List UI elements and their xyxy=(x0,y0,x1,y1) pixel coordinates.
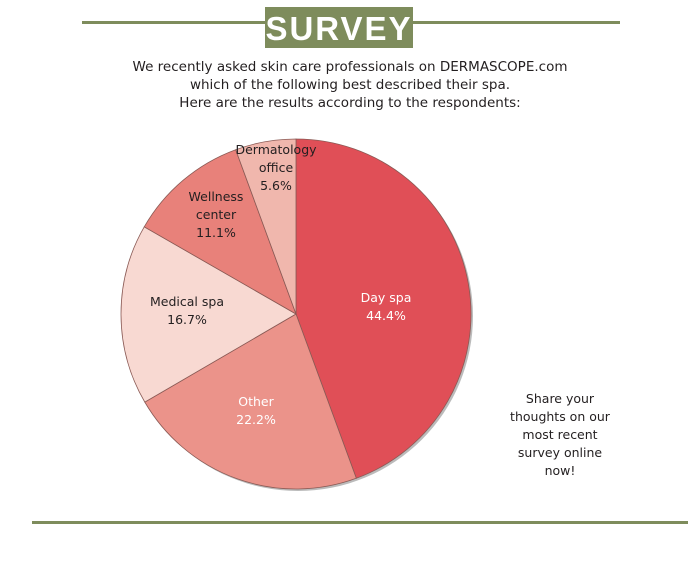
pie-slice-day-spa xyxy=(295,138,472,479)
pie-slice-dermatology-office xyxy=(235,138,297,315)
slice-value-label: 44.4% xyxy=(366,308,406,323)
header-rule-right xyxy=(413,21,620,24)
slice-category-label: Other xyxy=(238,394,274,409)
intro-line: We recently asked skin care professional… xyxy=(132,59,568,75)
slice-value-label: 16.7% xyxy=(167,312,207,327)
page-title: SURVEY xyxy=(265,7,413,48)
slice-category-label: Medical spa xyxy=(150,294,224,309)
share-callout: Share your thoughts on our most recent s… xyxy=(490,390,630,480)
slice-category-label: Dermatology xyxy=(235,142,317,157)
intro-text: We recently asked skin care professional… xyxy=(100,58,600,112)
share-line: now! xyxy=(544,463,576,478)
slice-value-label: 22.2% xyxy=(236,412,276,427)
share-line: thoughts on our xyxy=(510,409,610,424)
slice-category-label: center xyxy=(196,207,237,222)
slice-value-label: 11.1% xyxy=(196,225,236,240)
footer-rule xyxy=(32,521,688,524)
share-line: Share your xyxy=(525,391,595,406)
slice-category-label: office xyxy=(259,160,294,175)
share-line: survey online xyxy=(517,445,603,460)
intro-line: which of the following best described th… xyxy=(189,77,511,93)
slice-category-label: Wellness xyxy=(189,189,244,204)
slice-category-label: Day spa xyxy=(361,290,412,305)
slice-value-label: 5.6% xyxy=(260,178,292,193)
pie-slice-medical-spa xyxy=(120,226,297,403)
share-line: most recent xyxy=(522,427,598,442)
intro-line: Here are the results according to the re… xyxy=(179,95,521,111)
pie-slice-wellness-center xyxy=(143,149,297,315)
header-rule-left xyxy=(82,21,265,24)
pie-slice-other xyxy=(144,313,357,490)
